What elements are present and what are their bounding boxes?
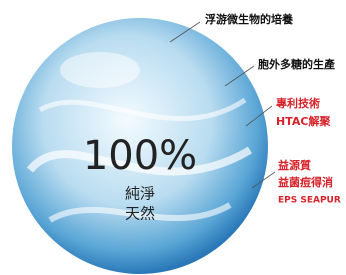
page: 100% 純淨 天然 浮游微生物的培養 胞外多糖的生產 專利技術 HTAC解聚 … xyxy=(0,0,346,275)
headline: 100% xyxy=(83,133,197,179)
label: 浮游微生物的培養 xyxy=(205,12,293,26)
label: 益源質 xyxy=(278,158,311,172)
label: EPS SEAPUR xyxy=(278,196,341,206)
label: 專利技術 xyxy=(276,96,320,110)
label: 胞外多糖的生產 xyxy=(258,57,335,71)
label: 益菌痘得消 xyxy=(278,175,333,189)
center-line: 天然 xyxy=(125,205,155,223)
center-line: 純淨 xyxy=(125,185,155,203)
label: HTAC解聚 xyxy=(276,114,331,128)
